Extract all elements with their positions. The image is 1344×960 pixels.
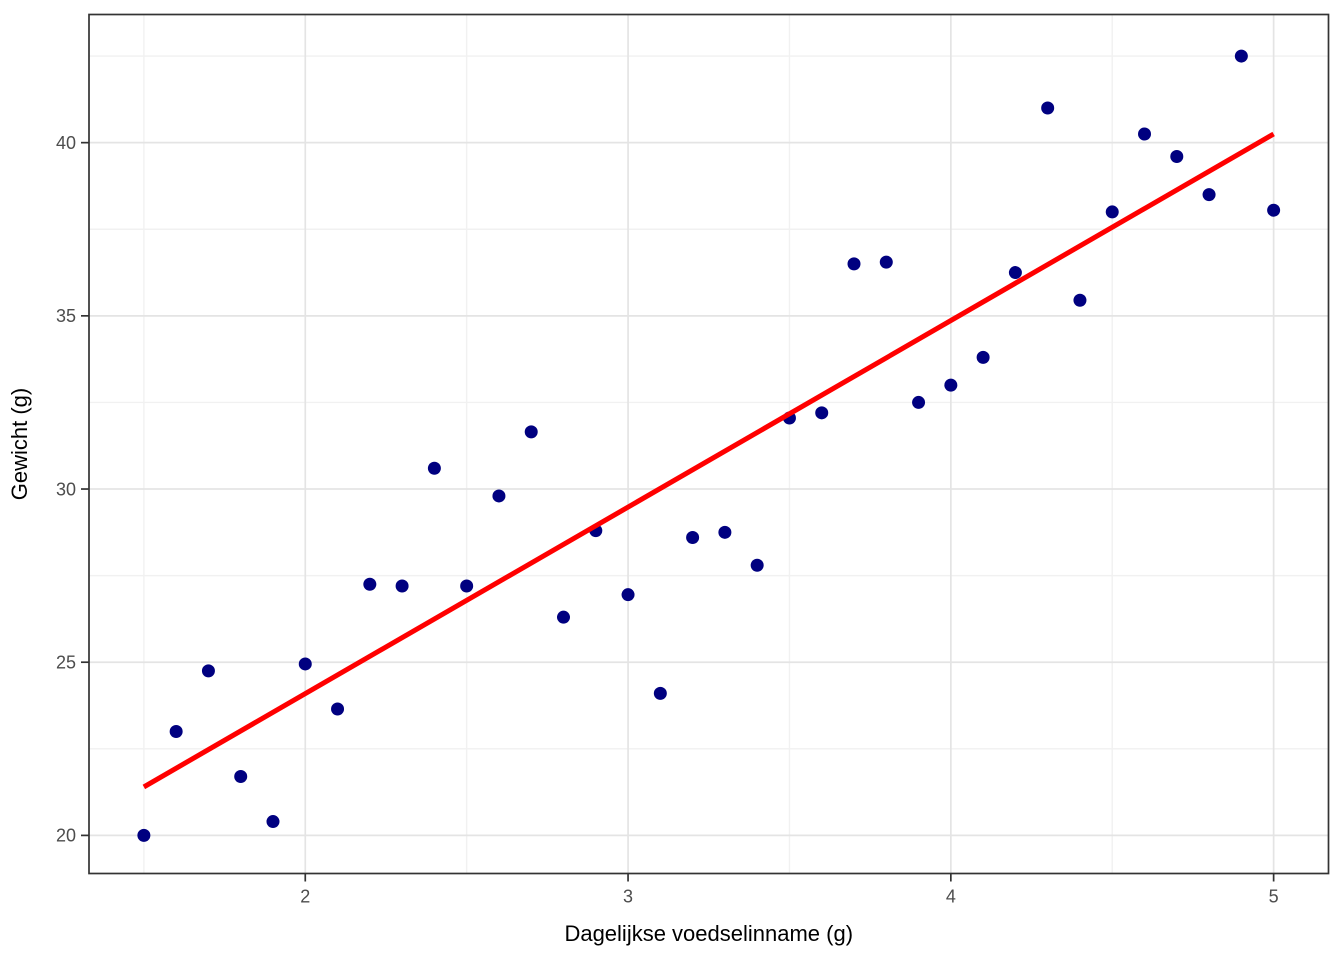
major-gridlines <box>89 14 1329 874</box>
y-tick-label: 40 <box>56 133 76 153</box>
data-point <box>718 525 732 539</box>
data-point <box>686 531 700 545</box>
data-point <box>912 395 926 409</box>
data-point <box>847 257 861 271</box>
data-point <box>201 664 215 678</box>
minor-gridlines <box>89 14 1329 874</box>
data-point <box>750 558 764 572</box>
data-point <box>169 724 183 738</box>
x-tick-labels: 2 3 4 5 <box>300 887 1278 907</box>
data-point <box>621 588 635 602</box>
data-point <box>331 702 345 716</box>
data-point <box>524 425 538 439</box>
panel-background-rect <box>89 14 1329 874</box>
data-point <box>815 406 829 420</box>
data-point <box>1234 49 1248 63</box>
trend-line-layer <box>142 131 1275 790</box>
data-point <box>1267 203 1281 217</box>
data-point <box>427 461 441 475</box>
x-axis-title: Dagelijkse voedselinname (g) <box>564 921 853 946</box>
x-tick-label: 5 <box>1269 887 1279 907</box>
data-point <box>395 579 409 593</box>
y-tick-label: 30 <box>56 479 76 499</box>
data-point <box>234 770 248 784</box>
trend-line <box>142 131 1275 790</box>
data-point <box>1138 127 1152 141</box>
y-tick-label: 25 <box>56 653 76 673</box>
data-point <box>137 828 151 842</box>
data-point <box>556 610 570 624</box>
x-tick-label: 3 <box>623 887 633 907</box>
data-point <box>492 489 506 503</box>
axis-tick-marks <box>81 141 1275 882</box>
data-point <box>363 577 377 591</box>
data-point <box>460 579 474 593</box>
panel-border-rect <box>88 13 1330 875</box>
x-tick-label: 2 <box>300 887 310 907</box>
data-point <box>1041 101 1055 115</box>
data-point <box>1008 266 1022 280</box>
data-point <box>1170 150 1184 164</box>
y-axis-title: Gewicht (g) <box>7 388 32 500</box>
data-point <box>879 255 893 269</box>
data-point <box>944 378 958 392</box>
data-point <box>1105 205 1119 219</box>
y-tick-labels: 20 25 30 35 40 <box>56 133 76 846</box>
x-tick-label: 4 <box>946 887 956 907</box>
data-point <box>1202 188 1216 202</box>
data-point <box>266 815 280 829</box>
y-tick-label: 20 <box>56 826 76 846</box>
data-point <box>976 350 990 364</box>
data-point <box>298 657 312 671</box>
data-point <box>653 686 667 700</box>
y-tick-label: 35 <box>56 306 76 326</box>
data-point <box>1073 293 1087 307</box>
panel-background <box>89 14 1329 874</box>
panel-border <box>88 13 1330 875</box>
